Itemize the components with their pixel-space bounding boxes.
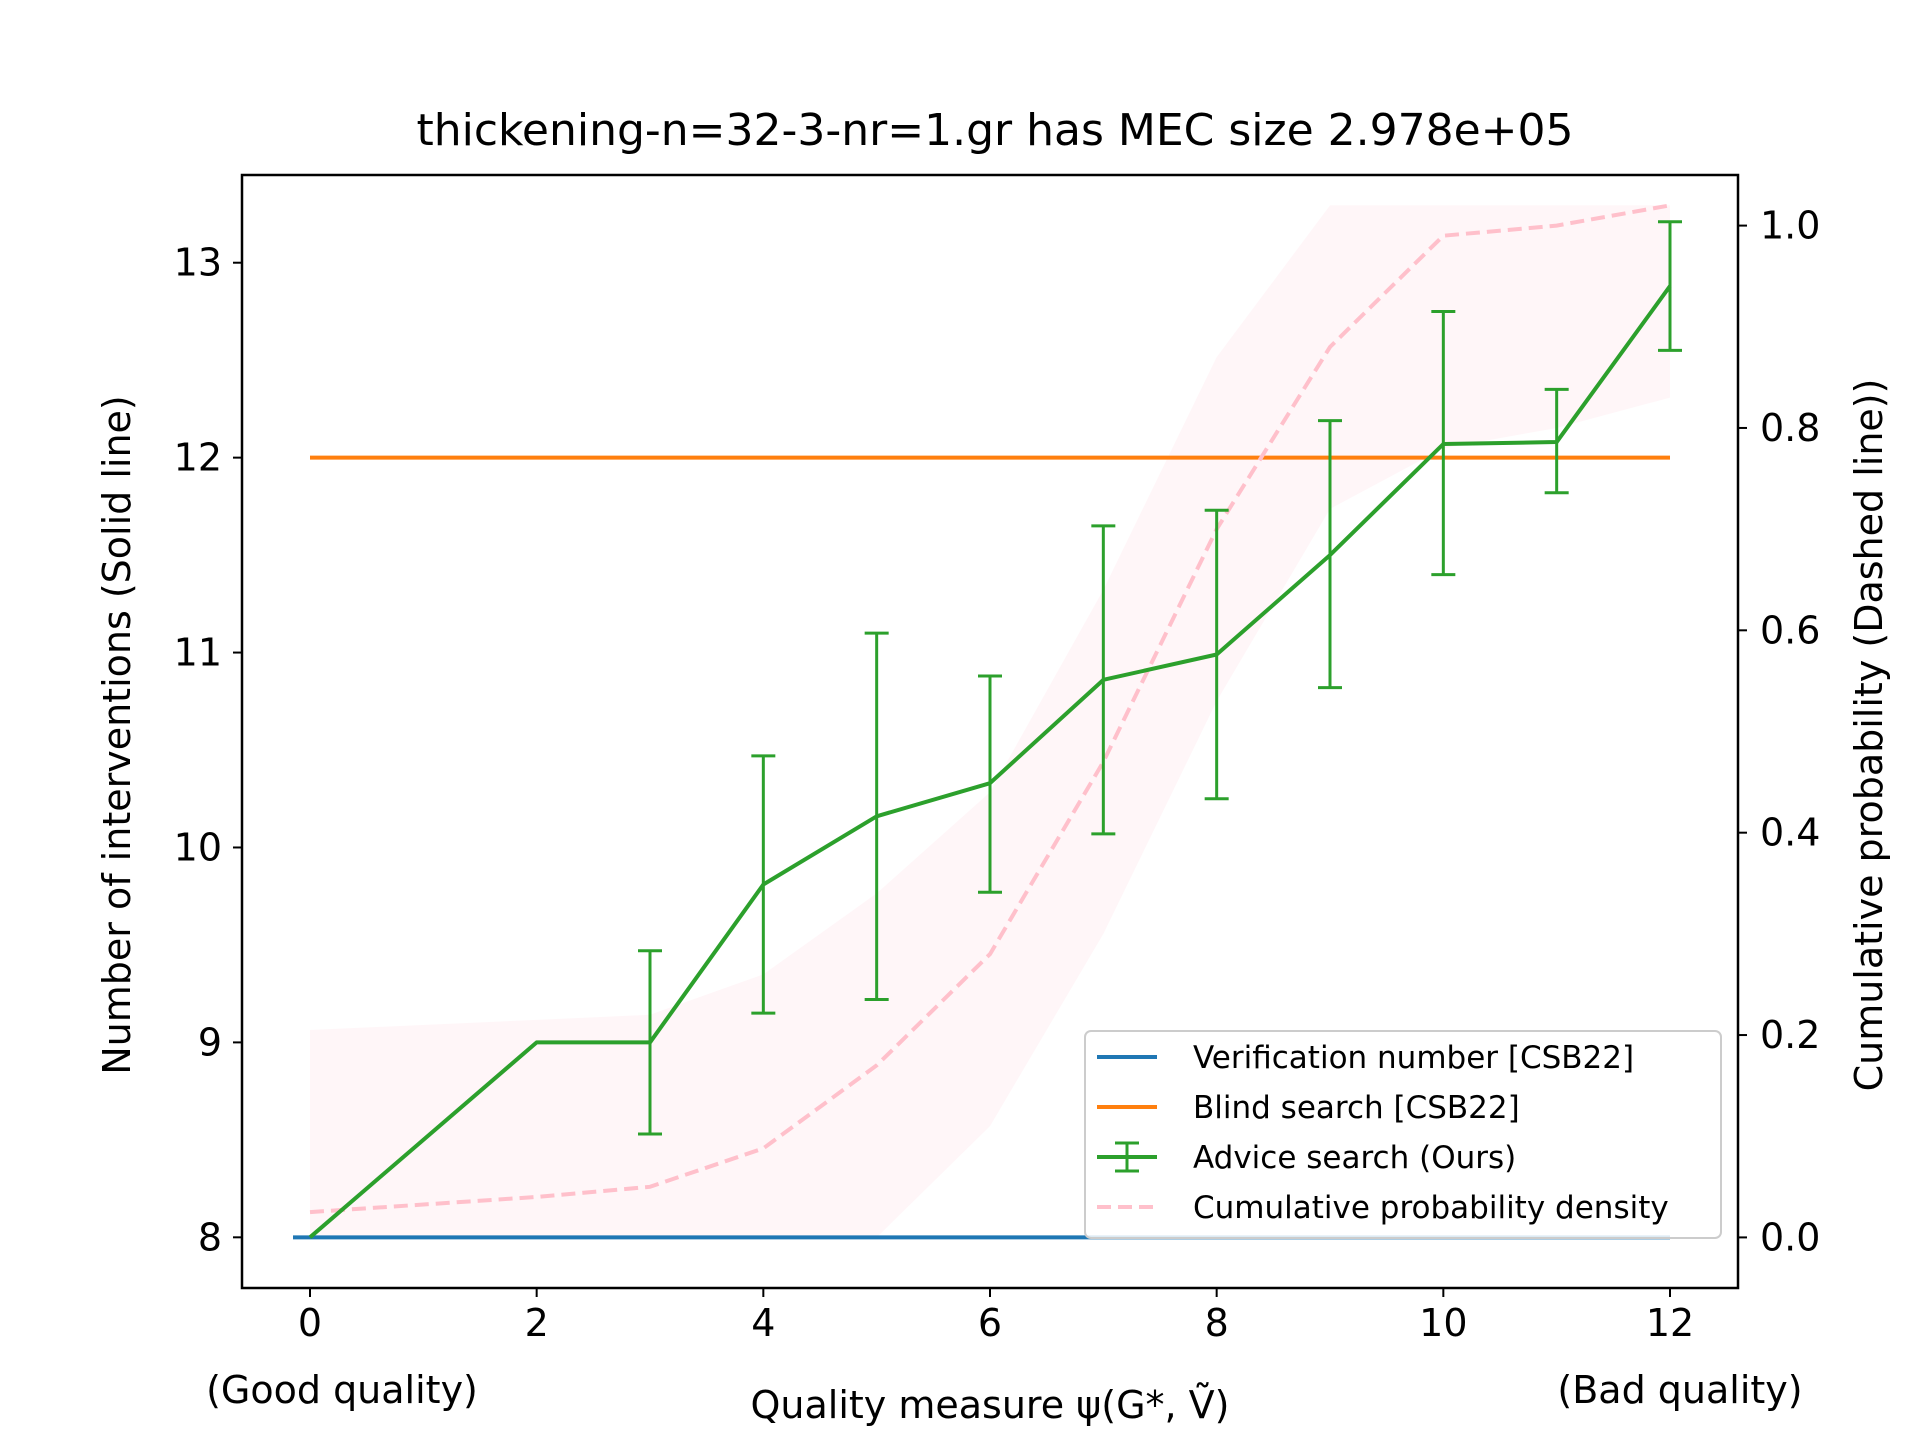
y-right-tick-label: 0.6 xyxy=(1760,608,1820,652)
y-axis-left-label: Number of interventions (Solid line) xyxy=(95,395,139,1075)
y-left-tick-label: 13 xyxy=(174,241,222,285)
legend-box xyxy=(1084,1030,1722,1239)
x-tick-label: 12 xyxy=(1646,1301,1694,1345)
x-tick-label: 6 xyxy=(978,1301,1002,1345)
y-left-tick-label: 9 xyxy=(198,1020,222,1064)
y-left-tick-label: 11 xyxy=(174,631,222,675)
x-note-bad-quality: (Bad quality) xyxy=(1557,1368,1802,1412)
x-note-good-quality: (Good quality) xyxy=(206,1368,478,1412)
series-line-advice xyxy=(308,284,1672,1239)
y-right-tick-label: 0.8 xyxy=(1760,406,1820,450)
x-tick-label: 8 xyxy=(1205,1301,1229,1345)
x-axis: 0 2 4 6 8 10 12 xyxy=(298,1288,1694,1345)
chart-title: thickening-n=32-3-nr=1.gr has MEC size 2… xyxy=(416,105,1573,156)
y-right-tick-label: 1.0 xyxy=(1760,204,1820,248)
y-right-tick-label: 0.4 xyxy=(1760,811,1820,855)
x-tick-label: 4 xyxy=(751,1301,775,1345)
x-tick-label: 10 xyxy=(1419,1301,1467,1345)
x-tick-label: 0 xyxy=(298,1301,322,1345)
y-left-tick-label: 10 xyxy=(174,825,222,869)
x-axis-label: Quality measure ψ(G*, Ṽ) xyxy=(751,1383,1230,1427)
y-axis-right: 0.0 0.2 0.4 0.6 0.8 1.0 xyxy=(1738,204,1820,1259)
y-left-tick-label: 8 xyxy=(198,1215,222,1259)
legend-label-verification: Verification number [CSB22] xyxy=(1193,1040,1634,1076)
y-right-tick-label: 0.0 xyxy=(1760,1215,1820,1259)
series-line-cumulative xyxy=(309,203,1671,1215)
y-right-tick-label: 0.2 xyxy=(1760,1013,1820,1057)
y-axis-right-label: Cumulative probability (Dashed line)) xyxy=(1847,379,1891,1092)
legend: Verification number [CSB22] Blind search… xyxy=(1084,1030,1722,1239)
legend-label-blind: Blind search [CSB22] xyxy=(1193,1090,1520,1126)
legend-label-cumulative: Cumulative probability density xyxy=(1193,1190,1669,1226)
legend-label-advice: Advice search (Ours) xyxy=(1193,1140,1516,1176)
y-left-tick-label: 12 xyxy=(174,436,222,480)
x-tick-label: 2 xyxy=(525,1301,549,1345)
y-axis-left: 8 9 10 11 12 13 xyxy=(174,241,242,1259)
